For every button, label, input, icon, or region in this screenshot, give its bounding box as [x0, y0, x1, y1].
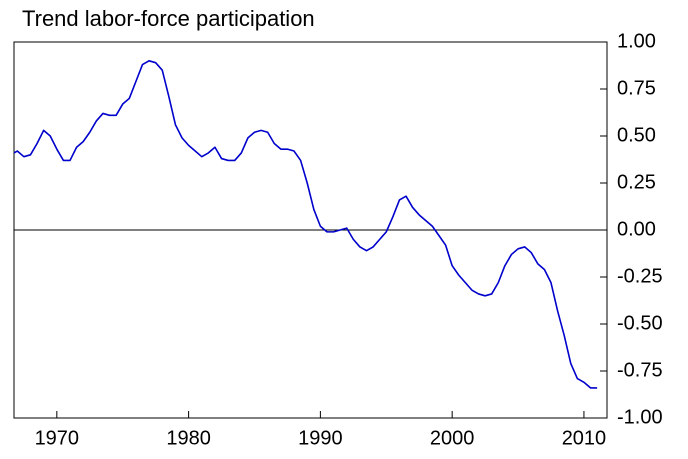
y-tick-label: -0.25	[617, 265, 663, 287]
y-tick-label: 0.75	[617, 77, 656, 99]
y-tick-label: 0.50	[617, 124, 656, 146]
x-tick-label: 1990	[298, 427, 343, 449]
y-tick-label: -0.50	[617, 312, 663, 334]
x-tick-label: 2000	[430, 427, 475, 449]
y-tick-label: -0.75	[617, 359, 663, 381]
data-line	[13, 60, 598, 389]
x-tick-label: 1970	[35, 427, 80, 449]
chart-title: Trend labor-force participation	[22, 6, 315, 31]
x-tick-label: 1980	[166, 427, 211, 449]
y-tick-label: 0.00	[617, 218, 656, 240]
x-tick-label: 2010	[562, 427, 607, 449]
y-tick-label: 0.25	[617, 171, 656, 193]
y-tick-label: -1.00	[617, 406, 663, 428]
y-tick-label: 1.00	[617, 30, 656, 52]
